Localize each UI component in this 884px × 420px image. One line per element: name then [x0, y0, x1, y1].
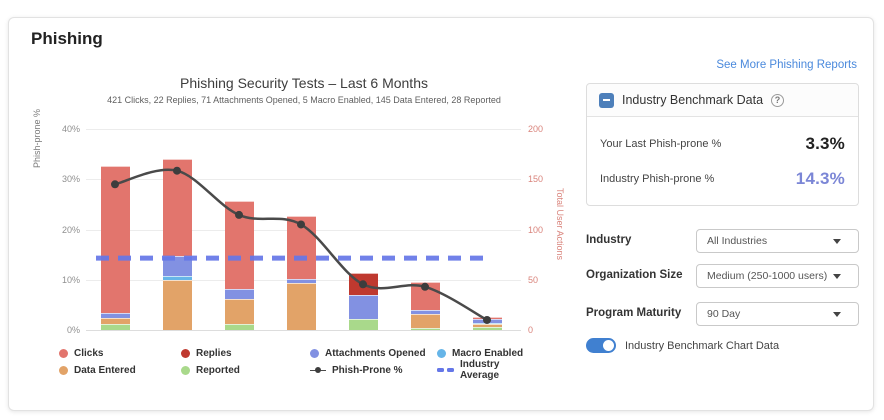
y-left-tick: 10%: [61, 274, 80, 285]
collapse-minus-icon[interactable]: [599, 92, 614, 108]
legend-marker-circle-icon: [59, 348, 68, 358]
phish-prone-point-cat1[interactable]: [111, 180, 119, 189]
industry-benchmark-card: Industry Benchmark Data ? Your Last Phis…: [586, 83, 859, 206]
legend-item-clicks[interactable]: Clicks: [59, 345, 181, 361]
see-more-phishing-reports-link[interactable]: See More Phishing Reports: [716, 59, 857, 71]
benchmark-label: Your Last Phish-prone %: [600, 138, 722, 150]
bar-segment-clicks-cat1[interactable]: [100, 166, 130, 313]
legend-marker-circle-icon: [310, 348, 319, 358]
chart-subtitle: 421 Clicks, 22 Replies, 71 Attachments O…: [107, 95, 501, 105]
chart-title: Phishing Security Tests – Last 6 Months: [180, 75, 428, 91]
phish-prone-point-cat7[interactable]: [483, 315, 491, 324]
bar-segment-data-entered-cat3[interactable]: [224, 298, 254, 324]
legend-label: Phish-Prone %: [332, 364, 403, 376]
legend-label: Industry Average: [460, 359, 500, 381]
legend-label: Attachments Opened: [325, 347, 426, 359]
y-right-tick: 0: [528, 325, 534, 335]
industry-benchmark-header: Industry Benchmark Data ?: [587, 84, 858, 117]
program-maturity-filter-label: Program Maturity: [586, 307, 682, 319]
filter-row-program-maturity: Program Maturity 90 Day: [586, 302, 859, 326]
bar-segment-attachments-opened-cat6[interactable]: [410, 309, 440, 314]
legend-label: Replies: [196, 347, 232, 359]
bar-segment-reported-cat1[interactable]: [100, 323, 130, 330]
bar-segment-macro-enabled-cat2[interactable]: [162, 275, 192, 280]
gridline: [86, 179, 521, 181]
page-title: Phishing: [31, 29, 103, 48]
legend-label: Clicks: [74, 347, 104, 359]
chevron-down-icon: [833, 239, 841, 244]
bar-segment-data-entered-cat6[interactable]: [410, 313, 440, 328]
y-right-tick: 150: [528, 174, 544, 185]
legend-marker-line-dot-icon: [310, 366, 326, 375]
legend-item-data-entered[interactable]: Data Entered: [59, 362, 181, 378]
gridline: [86, 330, 521, 331]
organization-size-select[interactable]: Medium (250-1000 users): [696, 264, 859, 288]
industry-filter-label: Industry: [586, 234, 632, 246]
bar-segment-data-entered-cat7[interactable]: [472, 323, 502, 327]
legend-marker-dash-icon: [437, 368, 454, 372]
filter-row-industry: Industry All Industries: [586, 229, 859, 253]
legend-marker-circle-icon: [181, 365, 190, 375]
industry-benchmark-chart-toggle[interactable]: [586, 338, 616, 353]
phish-prone-point-cat3[interactable]: [235, 210, 243, 219]
phish-prone-point-cat6[interactable]: [421, 282, 429, 291]
chart-legend: Clicks Data Entered Replies Reported Attachm…: [59, 345, 537, 381]
legend-item-phish-prone-[interactable]: Phish-Prone %: [310, 362, 437, 378]
legend-marker-circle-icon: [181, 348, 190, 358]
gridline: [86, 129, 521, 130]
legend-marker-circle-icon: [59, 365, 68, 375]
chevron-down-icon: [833, 312, 841, 317]
bar-segment-reported-cat7[interactable]: [472, 326, 502, 330]
phish-prone-point-cat2[interactable]: [173, 166, 181, 175]
y-left-tick: 20%: [61, 224, 80, 235]
legend-item-macro-enabled[interactable]: Macro Enabled: [437, 345, 537, 361]
legend-item-reported[interactable]: Reported: [181, 362, 310, 378]
legend-label: Data Entered: [74, 364, 136, 376]
bar-segment-attachments-opened-cat1[interactable]: [100, 312, 130, 318]
bar-segment-reported-cat6[interactable]: [410, 327, 440, 330]
y-right-tick: 200: [528, 124, 544, 134]
y-left-tick: 30%: [61, 174, 80, 185]
benchmark-label: Industry Phish-prone %: [600, 173, 715, 185]
benchmark-row-your-last: Your Last Phish-prone % 3.3%: [600, 134, 845, 154]
y-left-tick: 0%: [66, 325, 80, 335]
chart-plot-area: 40% 200 30% 150 20% 100 10% 50 0% 0: [9, 18, 875, 412]
legend-marker-circle-icon: [437, 348, 446, 358]
bar-segment-data-entered-cat4[interactable]: [286, 282, 316, 330]
bar-segment-reported-cat3[interactable]: [224, 323, 254, 330]
bar-segment-data-entered-cat1[interactable]: [100, 317, 130, 324]
chevron-down-icon: [833, 274, 841, 279]
y-right-tick: 50: [528, 274, 539, 285]
y-right-tick: 100: [528, 224, 544, 235]
phish-prone-point-cat4[interactable]: [297, 220, 305, 229]
bar-segment-data-entered-cat2[interactable]: [162, 279, 192, 330]
industry-phish-prone-value: 14.3%: [795, 169, 845, 188]
your-last-phish-prone-value: 3.3%: [805, 134, 845, 153]
benchmark-toggle-label: Industry Benchmark Chart Data: [625, 339, 780, 352]
phish-prone-point-cat5[interactable]: [359, 280, 367, 289]
industry-select[interactable]: All Industries: [696, 229, 859, 253]
help-icon[interactable]: ?: [771, 93, 785, 107]
bar-segment-attachments-opened-cat3[interactable]: [224, 288, 254, 299]
program-maturity-select[interactable]: 90 Day: [696, 302, 859, 326]
phish-prone-line: [114, 168, 488, 322]
phishing-card: Phishing Phishing Security Tests – Last …: [8, 17, 874, 411]
legend-item-attachments-opened[interactable]: Attachments Opened: [310, 345, 437, 361]
bar-segment-attachments-opened-cat2[interactable]: [162, 255, 192, 276]
bar-segment-attachments-opened-cat4[interactable]: [286, 278, 316, 283]
legend-item-replies[interactable]: Replies: [181, 345, 310, 361]
legend-label: Macro Enabled: [452, 347, 524, 359]
bar-segment-reported-cat5[interactable]: [348, 318, 378, 330]
filter-row-organization-size: Organization Size Medium (250-1000 users…: [586, 264, 859, 288]
bar-segment-attachments-opened-cat5[interactable]: [348, 294, 378, 319]
benchmark-row-industry: Industry Phish-prone % 14.3%: [600, 169, 845, 189]
industry-benchmark-title: Industry Benchmark Data: [622, 93, 764, 107]
legend-item-industry-average[interactable]: Industry Average: [437, 359, 537, 381]
benchmark-chart-data-toggle-row: Industry Benchmark Chart Data: [586, 338, 779, 353]
organization-size-filter-label: Organization Size: [586, 269, 683, 281]
y-left-tick: 40%: [61, 124, 80, 134]
legend-label: Reported: [196, 364, 240, 376]
